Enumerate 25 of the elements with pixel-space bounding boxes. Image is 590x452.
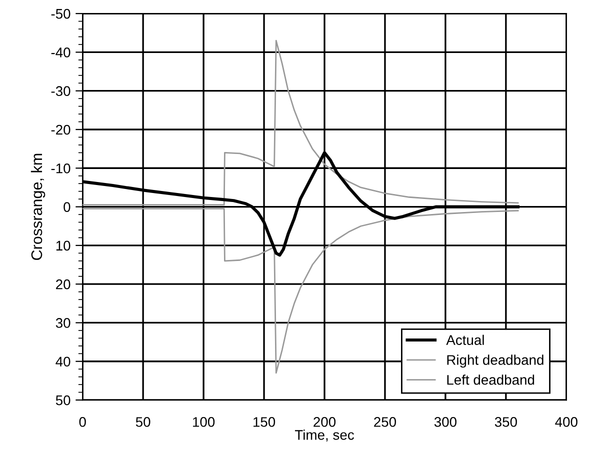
y-tick-label: -50 xyxy=(51,8,70,19)
y-tick-label: 10 xyxy=(56,240,70,251)
y-tick-label: -40 xyxy=(51,48,70,58)
y-tick-label: -20 xyxy=(51,124,70,135)
y-tick-label: 50 xyxy=(56,395,70,406)
x-tick-label: 150 xyxy=(254,417,276,427)
x-axis-title: Time, sec xyxy=(294,430,354,442)
x-tick-label: 300 xyxy=(434,417,456,427)
y-tick-label: 0 xyxy=(64,202,70,212)
x-tick-label: 350 xyxy=(494,417,517,427)
legend-label: Actual xyxy=(446,334,484,345)
x-tick-label: 50 xyxy=(136,417,150,427)
y-tick-label: -10 xyxy=(51,163,70,174)
legend-label: Left deadband xyxy=(447,374,534,385)
x-tick-label: 100 xyxy=(193,417,215,427)
x-tick-label: 250 xyxy=(374,417,396,427)
y-tick-label: -30 xyxy=(51,86,70,96)
y-tick-label: 20 xyxy=(56,279,70,290)
x-tick-label: 400 xyxy=(555,417,578,427)
y-tick-label: 30 xyxy=(56,318,70,328)
y-tick-label: 40 xyxy=(56,356,70,367)
x-tick-label: 0 xyxy=(79,417,86,427)
legend-label: Right deadband xyxy=(447,354,544,368)
x-tick-label: 200 xyxy=(314,417,336,427)
y-axis-title: Crossrange, km xyxy=(30,154,46,260)
